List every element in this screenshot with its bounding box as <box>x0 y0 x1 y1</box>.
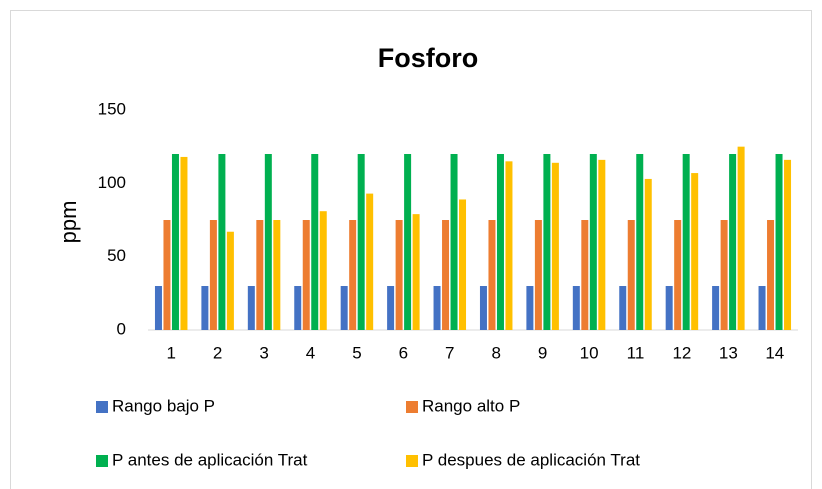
bar <box>505 161 513 330</box>
x-tick-label: 10 <box>580 343 599 362</box>
bar <box>180 156 188 330</box>
x-tick-label: 8 <box>491 343 500 362</box>
x-tick-label: 7 <box>445 343 454 362</box>
bar <box>387 286 395 330</box>
x-tick-label: 13 <box>719 343 738 362</box>
bar <box>226 231 234 330</box>
bar <box>218 154 226 330</box>
bar <box>459 199 467 330</box>
bar <box>302 220 310 330</box>
bar <box>340 286 348 330</box>
y-axis-title: ppm <box>56 201 81 244</box>
bar <box>581 220 589 330</box>
bar <box>366 193 374 330</box>
legend-swatch <box>406 401 418 413</box>
bar <box>543 154 551 330</box>
bar <box>729 154 737 330</box>
legend-label: P despues de aplicación Trat <box>422 450 640 469</box>
legend-swatch <box>96 455 108 467</box>
bar <box>349 220 357 330</box>
bar <box>264 154 272 330</box>
bar <box>154 286 162 330</box>
bar <box>720 220 728 330</box>
bar <box>784 159 792 330</box>
bar <box>209 220 217 330</box>
x-tick-label: 5 <box>352 343 361 362</box>
bar <box>674 220 682 330</box>
x-tick-label: 2 <box>213 343 222 362</box>
bar <box>691 173 699 330</box>
legend-label: Rango bajo P <box>112 396 215 415</box>
y-tick-label: 100 <box>98 173 126 192</box>
bar <box>412 214 420 330</box>
y-tick-label: 0 <box>117 319 126 338</box>
bar <box>488 220 496 330</box>
bar <box>598 159 606 330</box>
bar <box>311 154 319 330</box>
x-tick-label: 12 <box>672 343 691 362</box>
bar <box>247 286 255 330</box>
y-tick-label: 150 <box>98 99 126 118</box>
bar <box>357 154 365 330</box>
legend-label: Rango alto P <box>422 396 520 415</box>
x-tick-label: 6 <box>399 343 408 362</box>
bar <box>273 220 281 330</box>
x-tick-label: 3 <box>259 343 268 362</box>
bar <box>450 154 458 330</box>
bar <box>496 154 504 330</box>
bar <box>758 286 766 330</box>
legend-swatch <box>96 401 108 413</box>
bar <box>256 220 264 330</box>
bar <box>627 220 635 330</box>
bar <box>479 286 487 330</box>
x-tick-label: 9 <box>538 343 547 362</box>
bar <box>644 178 652 330</box>
bar <box>589 154 597 330</box>
bar <box>319 211 327 330</box>
bar <box>767 220 775 330</box>
bar <box>665 286 673 330</box>
y-tick-label: 50 <box>107 246 126 265</box>
chart-title: Fosforo <box>378 43 479 73</box>
x-tick-label: 14 <box>765 343 784 362</box>
bar <box>163 220 171 330</box>
bar <box>636 154 644 330</box>
bar <box>201 286 209 330</box>
bar <box>551 162 559 330</box>
x-tick-label: 4 <box>306 343 315 362</box>
bar <box>433 286 441 330</box>
x-tick-label: 11 <box>627 343 645 362</box>
bar <box>572 286 580 330</box>
bar <box>171 154 179 330</box>
bar <box>534 220 542 330</box>
legend-label: P antes de aplicación Trat <box>112 450 308 469</box>
bar <box>775 154 783 330</box>
bar <box>404 154 412 330</box>
bar <box>395 220 403 330</box>
bar <box>737 146 745 330</box>
bar <box>712 286 720 330</box>
bar <box>294 286 302 330</box>
bar <box>682 154 690 330</box>
bar <box>442 220 450 330</box>
x-tick-label: 1 <box>166 343 175 362</box>
bar <box>619 286 627 330</box>
legend-swatch <box>406 455 418 467</box>
bar <box>526 286 534 330</box>
